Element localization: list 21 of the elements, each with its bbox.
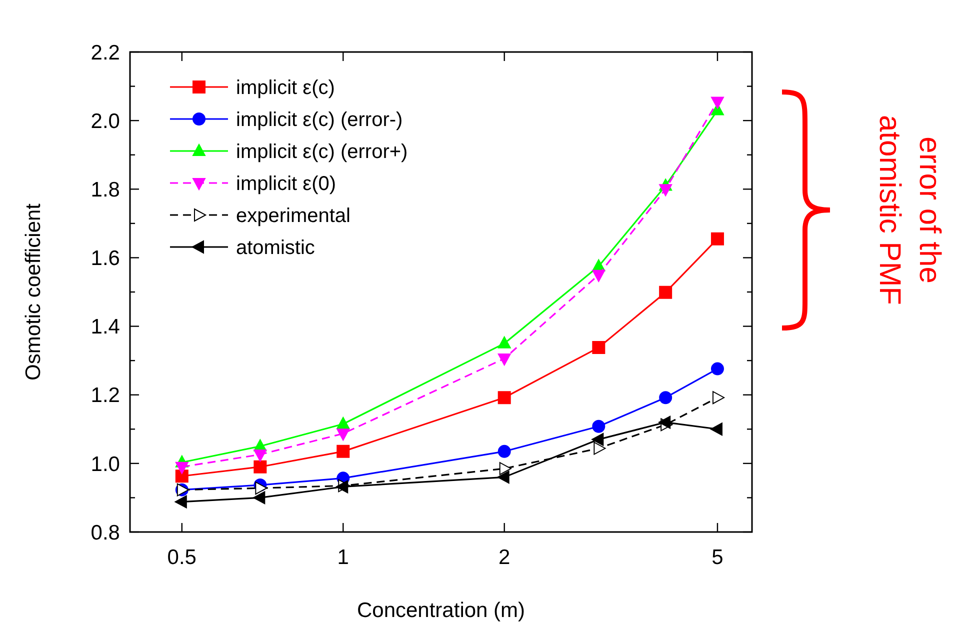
x-tick-label: 1 <box>337 546 349 569</box>
text: error of the atomistic PMF <box>873 114 946 306</box>
y-tick-label: 0.8 <box>90 521 120 544</box>
x-tick-label: 2 <box>498 546 510 569</box>
y-axis-title: Osmotic coefficient <box>22 203 45 381</box>
y-tick-label: 1.8 <box>90 178 120 202</box>
legend-label: implicit ε(c) (error-) <box>236 109 403 131</box>
y-tick-label: 2.0 <box>90 110 120 133</box>
y-tick-label: 1.2 <box>90 384 120 408</box>
legend-label: atomistic <box>236 237 315 259</box>
x-tick-label: 0.5 <box>167 546 197 569</box>
legend-label: implicit ε(0) <box>236 173 336 195</box>
x-tick-label: 5 <box>712 546 724 569</box>
x-axis-title: Concentration (m) <box>356 599 526 622</box>
legend-label: implicit ε(c) <box>236 77 335 99</box>
y-tick-label: 1.4 <box>90 316 120 339</box>
y-tick-label: 2.2 <box>90 41 120 64</box>
y-tick-label: 1.0 <box>90 452 120 476</box>
legend-label: experimental <box>236 205 351 227</box>
y-tick-label: 1.6 <box>90 247 120 270</box>
legend-label: implicit ε(c) (error+) <box>236 141 408 163</box>
